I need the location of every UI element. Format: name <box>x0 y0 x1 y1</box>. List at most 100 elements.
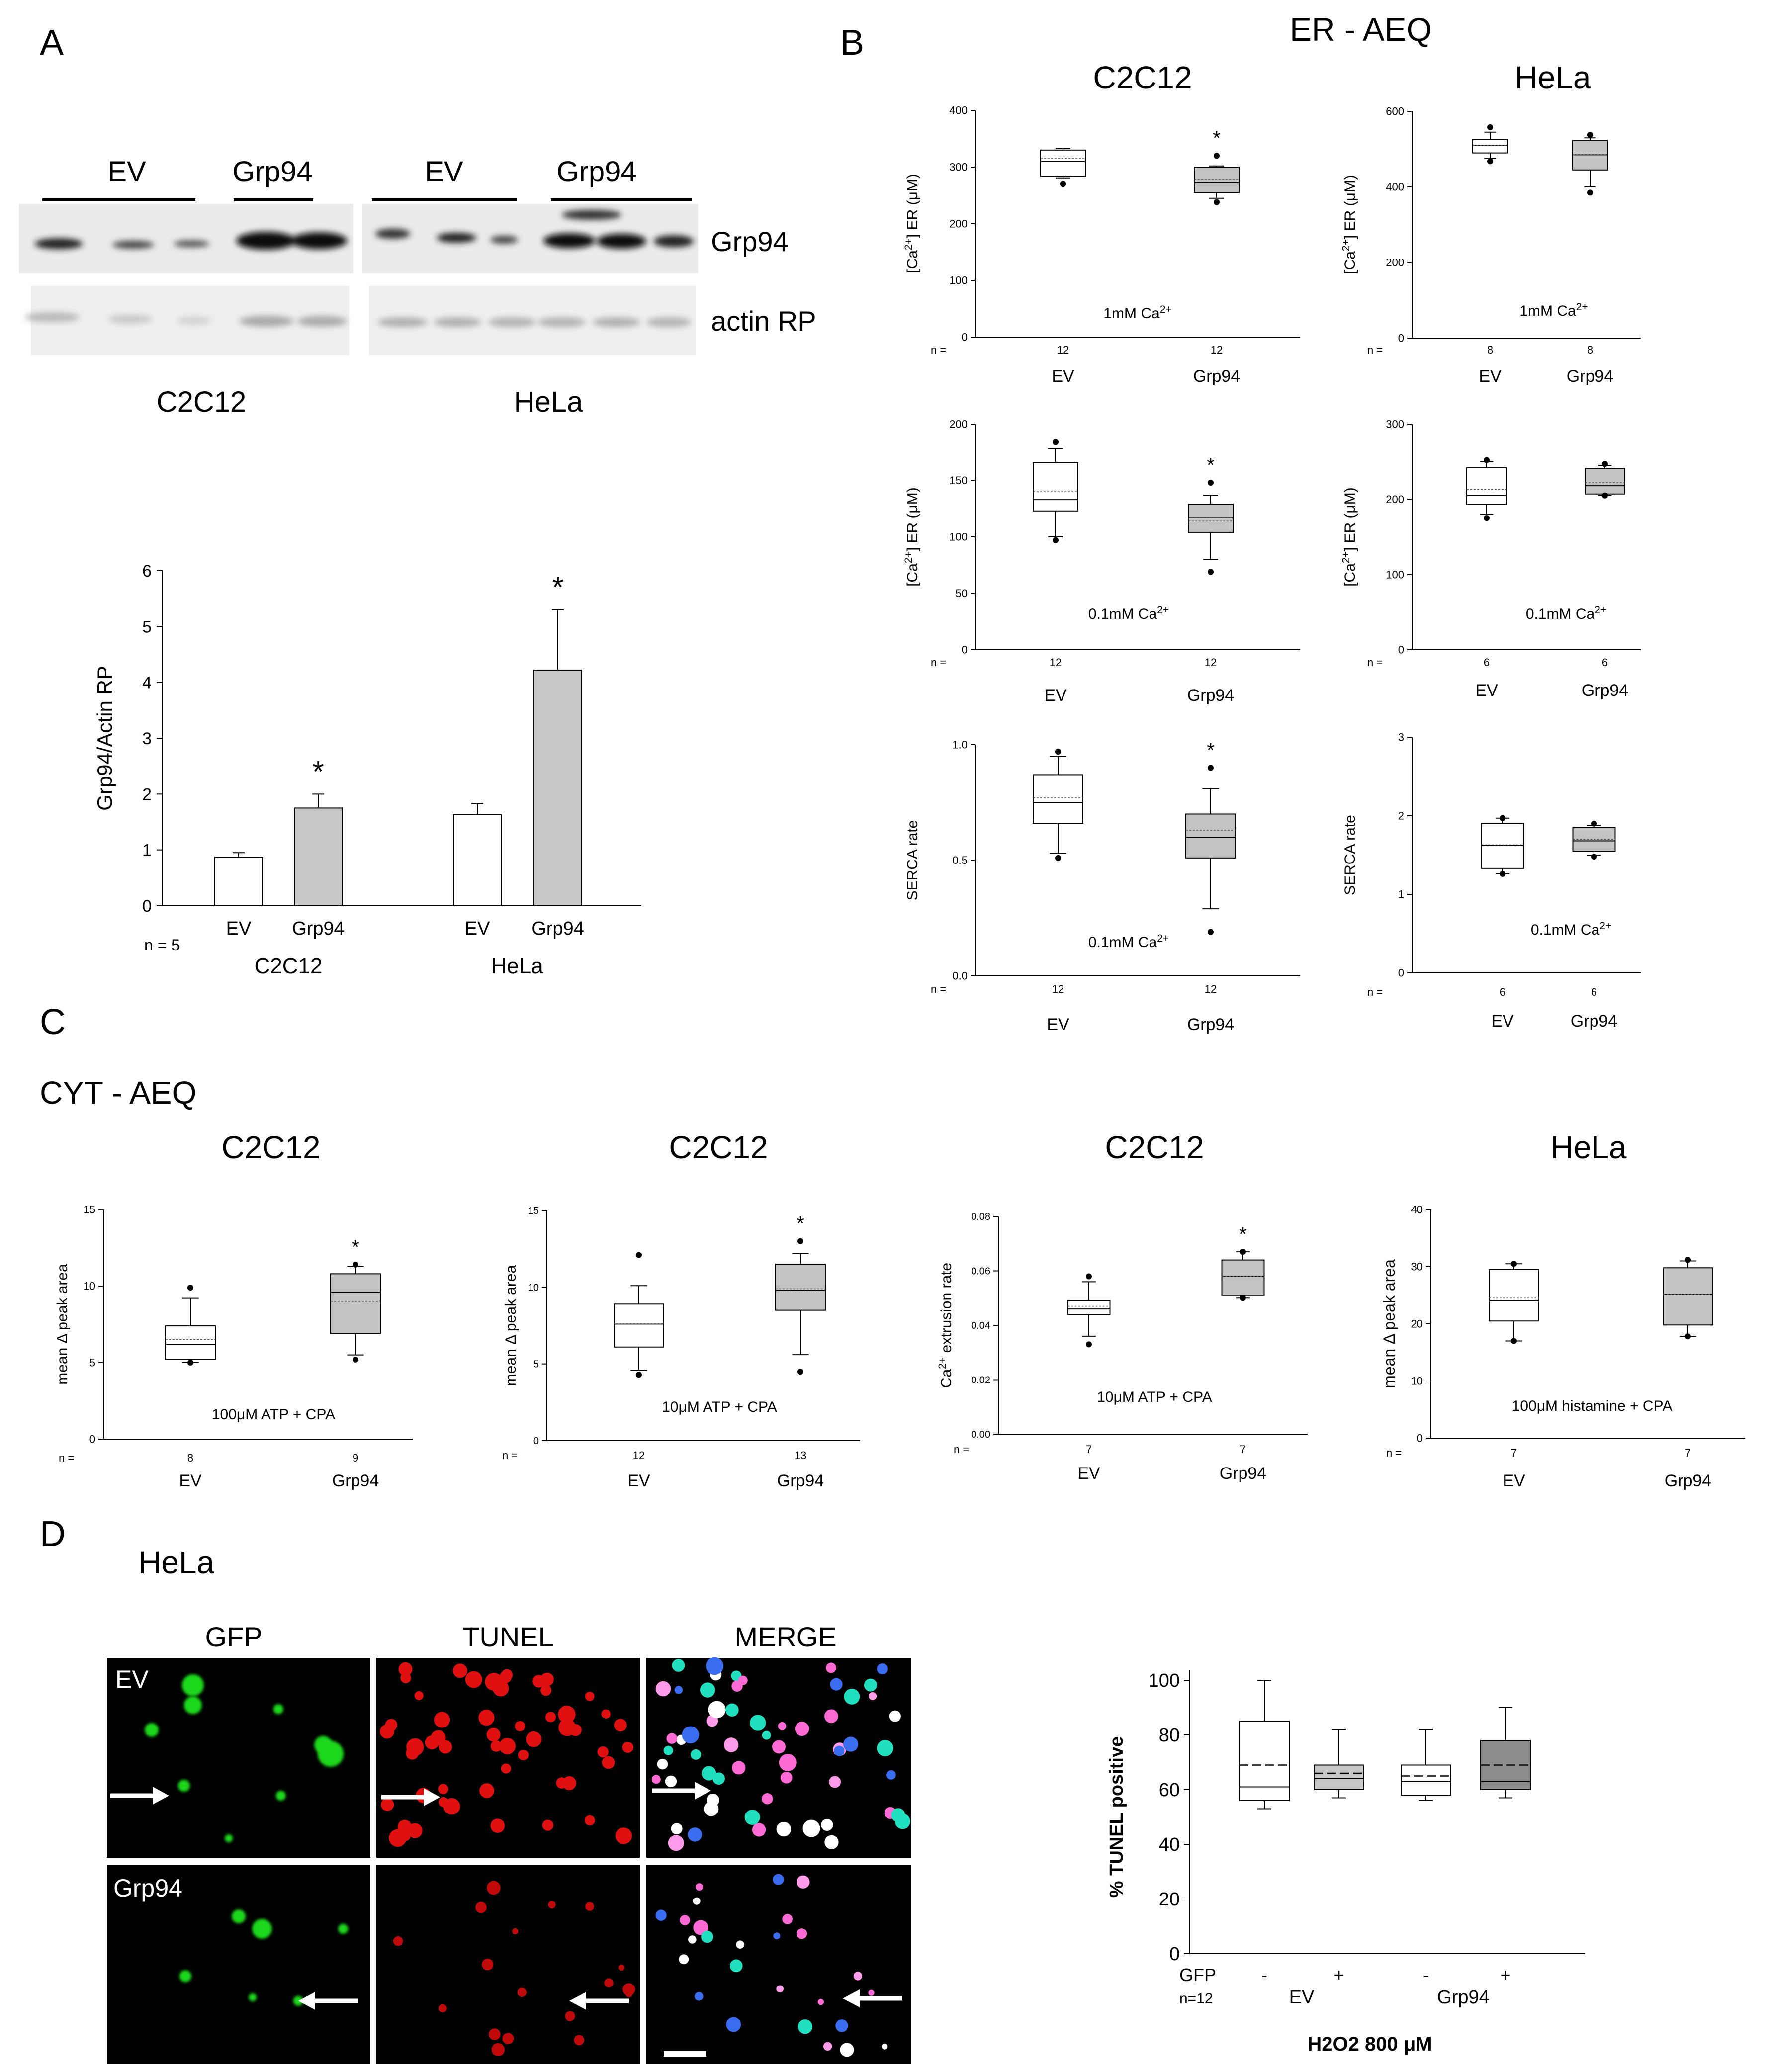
n-value: 7 <box>1086 1443 1092 1456</box>
merge-cell <box>732 1761 746 1775</box>
condition-label: 0.1mM Ca2+ <box>1088 604 1169 623</box>
panel-label-d: D <box>40 1514 66 1554</box>
outlier-point <box>1060 181 1066 187</box>
y-tick-label: 200 <box>949 418 968 431</box>
condition-label: 1mM Ca2+ <box>1103 304 1171 322</box>
n-prefix: n = <box>1367 656 1383 669</box>
outlier-point <box>797 1369 803 1375</box>
arrow-left-icon <box>298 1992 315 2010</box>
condition-label: 0.1mM Ca2+ <box>1526 604 1606 623</box>
significance-star: * <box>312 755 324 788</box>
box <box>1314 1764 1364 1790</box>
tunel-cell <box>398 1662 413 1676</box>
y-tick-label: 0.00 <box>971 1429 990 1440</box>
merge-cell <box>802 1819 820 1837</box>
tunel-cell <box>618 1964 625 1971</box>
y-axis-label: [Ca2+] ER (μM) <box>903 487 921 587</box>
significance-star: * <box>552 571 563 604</box>
y-tick-label: 200 <box>1386 257 1404 269</box>
box <box>1067 1300 1111 1315</box>
outlier-point <box>1086 1273 1092 1280</box>
box <box>1033 462 1078 512</box>
merge-cell <box>780 1771 793 1784</box>
tunel-cell <box>597 1746 609 1758</box>
chart-B5: 0.0 0.5 1.0 SERCA rate 0.1mM Ca2+ n = 12 EV 12 Gr… <box>904 739 1300 1034</box>
category-label: EV <box>627 1471 650 1490</box>
b-title-hela: HeLa <box>1515 60 1591 95</box>
n-value: 6 <box>1500 986 1505 998</box>
panel-label-b: B <box>840 23 864 63</box>
outlier-point <box>636 1252 642 1258</box>
category-label: Grp94 <box>1665 1471 1712 1490</box>
outlier-point <box>1587 132 1593 138</box>
tunel-cell <box>625 1990 633 1997</box>
box <box>1472 139 1508 154</box>
outlier-point <box>1511 1261 1517 1267</box>
box <box>1663 1267 1713 1326</box>
outlier-point <box>1484 457 1490 463</box>
merge-cell <box>725 1703 739 1717</box>
merge-cell <box>877 1739 893 1757</box>
merge-cell <box>731 1680 743 1692</box>
tunel-cell <box>399 1830 411 1841</box>
merge-cell <box>882 2043 888 2050</box>
gfp-cell <box>178 1780 190 1792</box>
blot-bands <box>25 210 694 327</box>
outlier-point <box>1511 1338 1517 1344</box>
y-axis-label: [Ca2+] ER (μM) <box>1340 175 1359 274</box>
er-aeq-title: ER - AEQ <box>1290 11 1432 48</box>
n-prefix: n = <box>1367 344 1383 356</box>
chart-C1: 0 5 10 15 mean Δ peak area 100μM ATP + CPA n =… <box>54 1204 413 1490</box>
bar <box>453 814 502 906</box>
arrow-left-icon <box>843 1989 860 2007</box>
merge-cell <box>773 1932 781 1940</box>
outlier-point <box>1055 748 1061 755</box>
n-prefix: n = <box>59 1452 74 1464</box>
gfp-sign: + <box>1333 1965 1344 1985</box>
c-title-1: C2C12 <box>221 1129 320 1165</box>
merge-cell <box>894 1813 910 1829</box>
y-tick-label: 0 <box>1417 1432 1423 1445</box>
merge-cell <box>744 1810 760 1825</box>
merge-cell <box>752 1823 766 1837</box>
y-tick-label: 0 <box>1169 1944 1180 1965</box>
merge-cell <box>823 2042 832 2051</box>
group-label: C2C12 <box>255 954 323 978</box>
category-label: EV <box>1047 1015 1069 1034</box>
y-axis-label: SERCA rate <box>904 820 921 901</box>
significance-star: * <box>1239 1223 1247 1245</box>
y-tick-label: 0 <box>89 1433 95 1446</box>
tunel-cell <box>622 1741 633 1753</box>
tunel-cell <box>381 1798 394 1811</box>
tunel-cell <box>604 1978 614 1987</box>
merge-cell <box>657 1758 668 1770</box>
gfp-cell <box>273 1704 283 1714</box>
outlier-point <box>1208 480 1214 486</box>
merge-cell <box>651 1775 661 1784</box>
merge-cell <box>829 1776 841 1788</box>
outlier-point <box>1500 870 1505 877</box>
y-tick-label: 6 <box>142 562 152 581</box>
outlier-point <box>353 1261 358 1268</box>
panel-label-a: A <box>40 23 64 63</box>
tunel-cell <box>489 2028 501 2040</box>
n-value: 9 <box>353 1452 358 1464</box>
merge-cell <box>797 2019 813 2034</box>
outlier-point <box>1208 765 1214 771</box>
tunel-cell <box>499 1671 512 1683</box>
bar <box>214 857 263 907</box>
n-prefix: n = <box>931 656 946 669</box>
outlier-point <box>1055 855 1061 861</box>
y-tick-label: 40 <box>1411 1204 1423 1216</box>
y-tick-label: 150 <box>949 474 968 487</box>
merge-cell <box>682 1726 699 1744</box>
gfp-cell <box>232 1909 246 1923</box>
category-label: Grp94 <box>777 1471 824 1490</box>
merge-cell <box>708 1701 726 1719</box>
group-label: Grp94 <box>1437 1987 1490 2008</box>
arrow-left-icon <box>569 1992 586 2010</box>
n-value: 12 <box>1052 983 1064 995</box>
box <box>1466 467 1507 505</box>
x-axis-label: H2O2 800 μM <box>1307 2033 1432 2055</box>
b-title-c2c12: C2C12 <box>1093 60 1192 95</box>
